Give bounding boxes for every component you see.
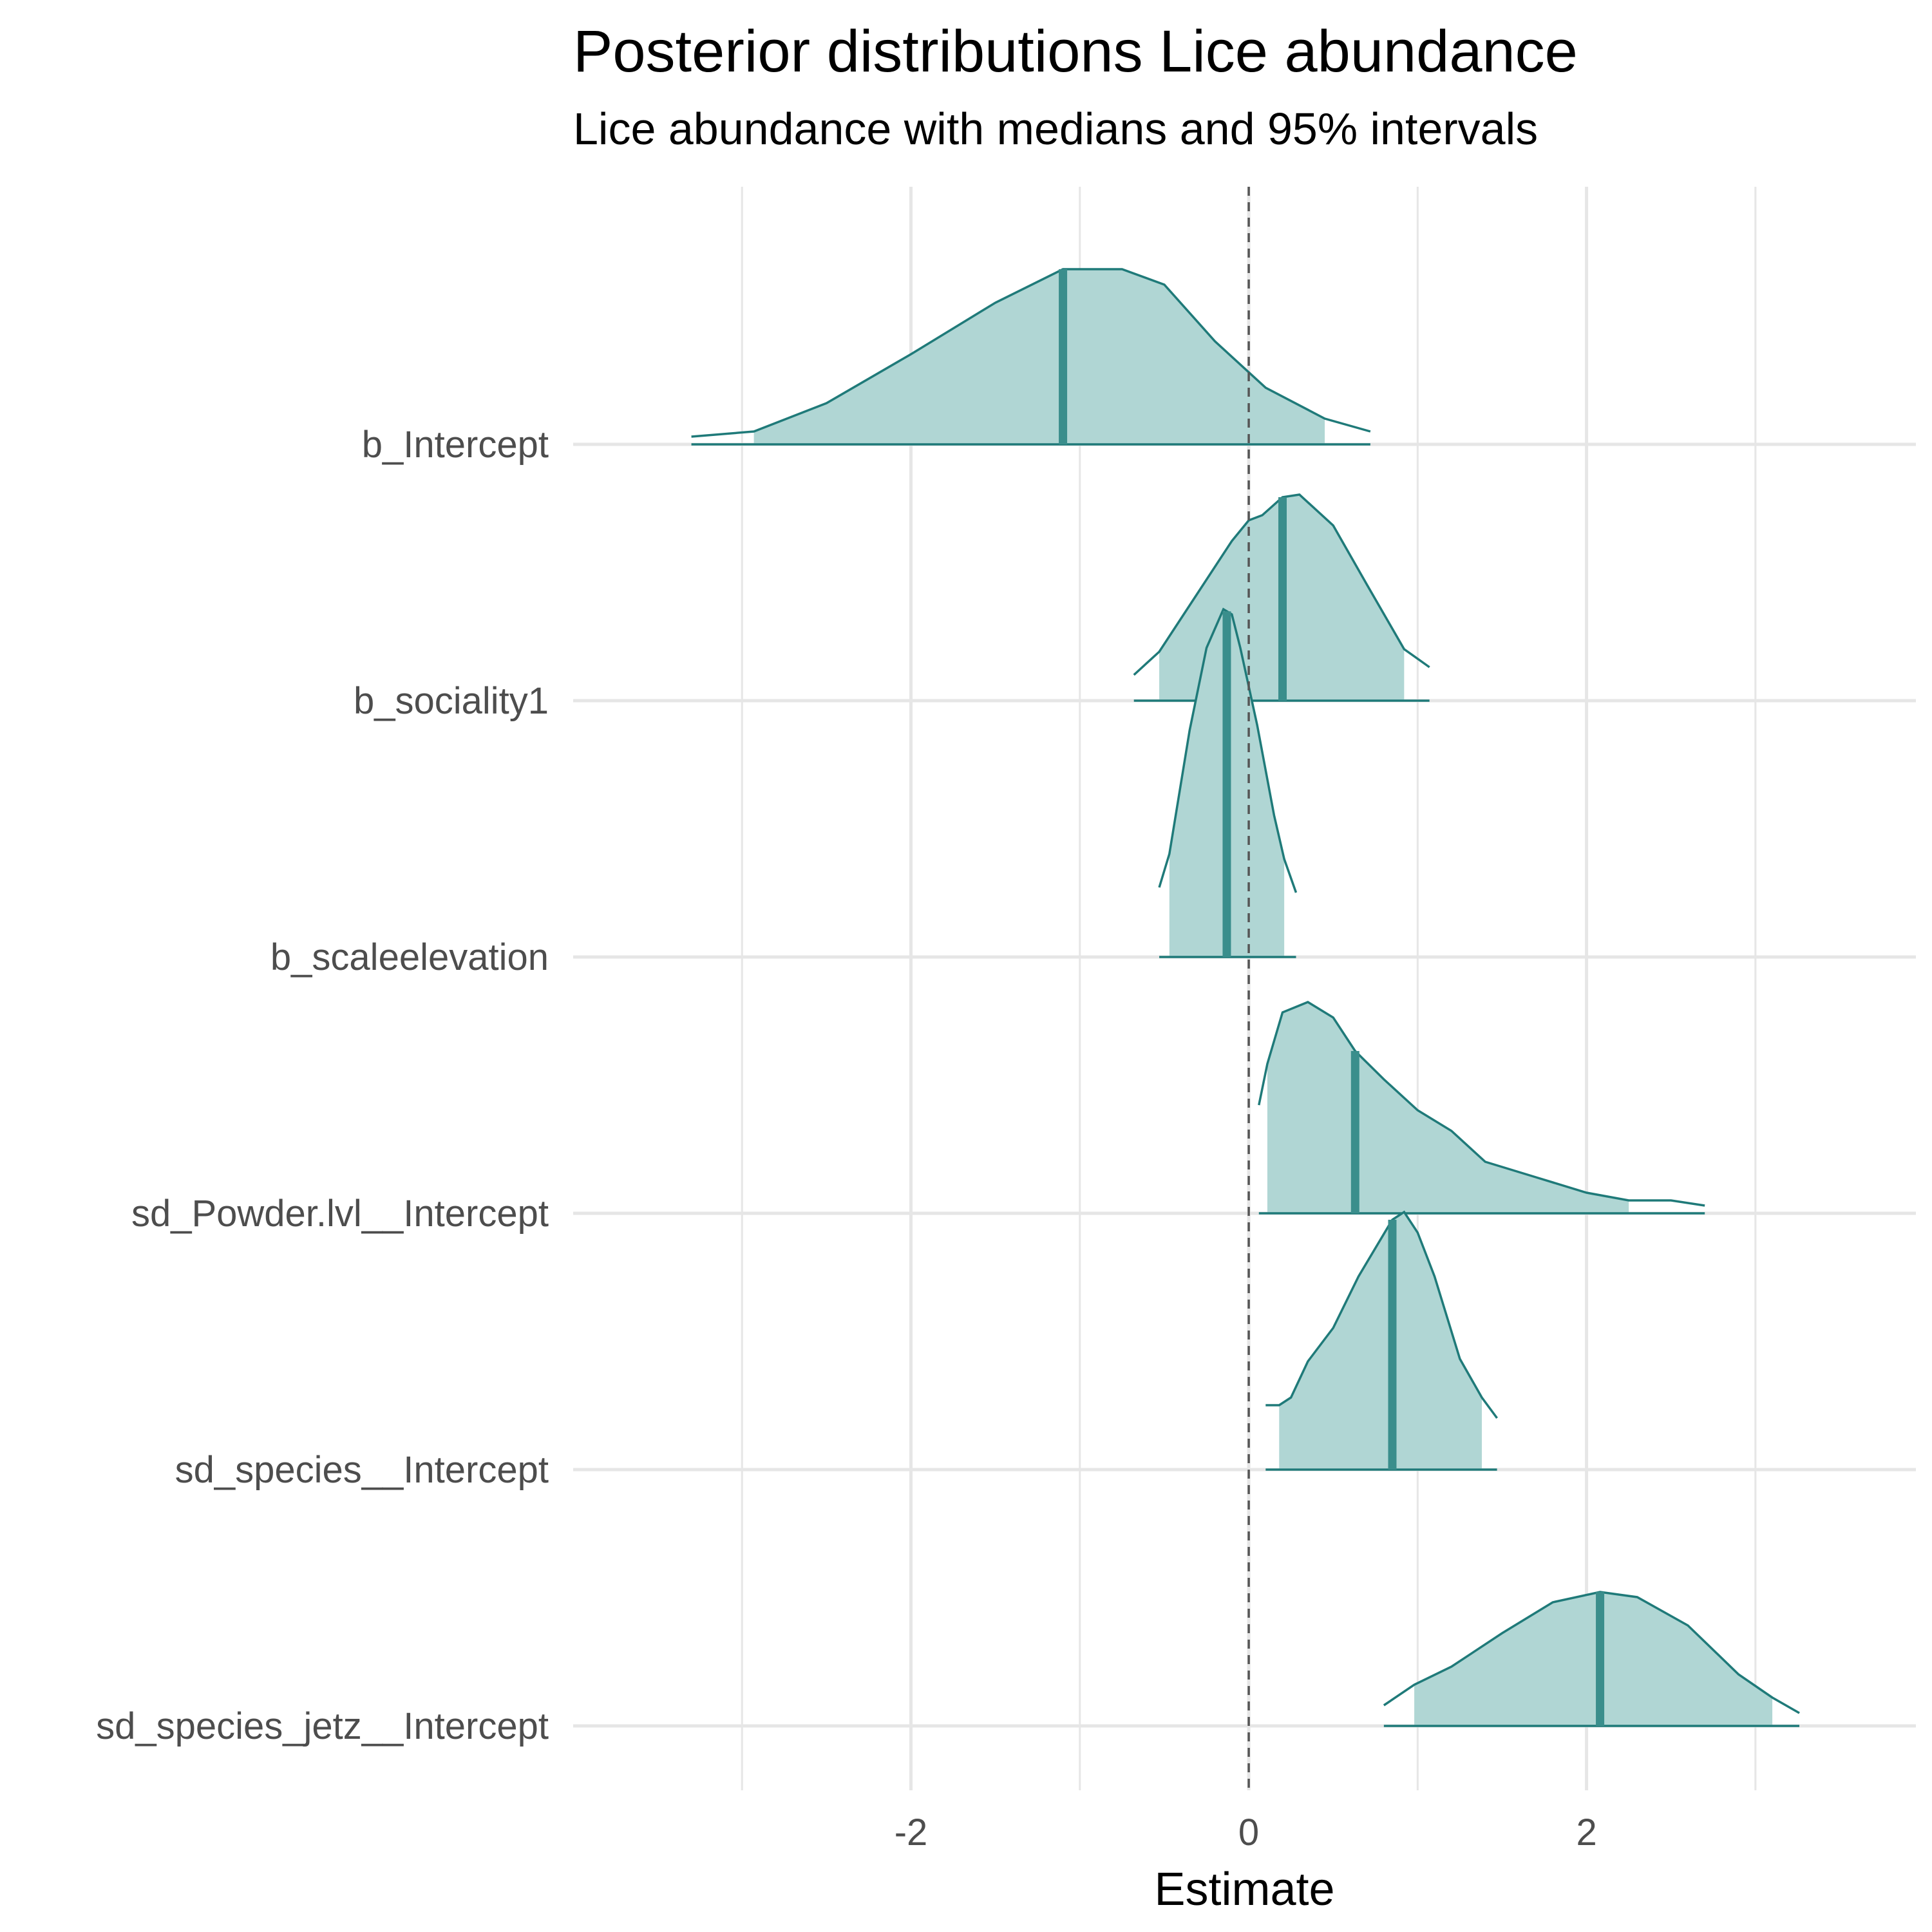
density-interval-area — [1414, 1592, 1773, 1726]
y-tick-label: b_scaleelevation — [270, 936, 549, 978]
y-tick-label: sd_species__Intercept — [175, 1449, 549, 1491]
label-layer: b_Intercept b_sociality1 b_scaleelevations… — [96, 424, 1597, 1853]
chart-title: Posterior distributions Lice abundance — [573, 19, 1578, 84]
y-tick-label: sd_Powder.lvl__Intercept — [131, 1193, 549, 1235]
chart-subtitle: Lice abundance with medians and 95% inte… — [573, 104, 1539, 154]
series-layer — [691, 268, 1800, 1727]
x-tick-label: -2 — [895, 1812, 928, 1853]
x-tick-label: 2 — [1576, 1812, 1596, 1853]
density-interval-area — [1279, 1212, 1482, 1470]
x-tick-label: 0 — [1238, 1812, 1259, 1853]
y-tick-label: sd_species_jetz__Intercept — [96, 1705, 549, 1747]
density-interval-area — [753, 269, 1325, 444]
density-outline — [1133, 493, 1430, 676]
y-tick-label: b_sociality1 — [354, 680, 549, 722]
density-interval-area — [1267, 1002, 1629, 1213]
x-axis-title: Estimate — [1154, 1864, 1334, 1915]
density-outline — [1258, 1001, 1705, 1207]
density-outline — [691, 268, 1371, 438]
y-tick-label: b_Intercept — [362, 424, 549, 466]
density-outline — [1158, 607, 1298, 893]
